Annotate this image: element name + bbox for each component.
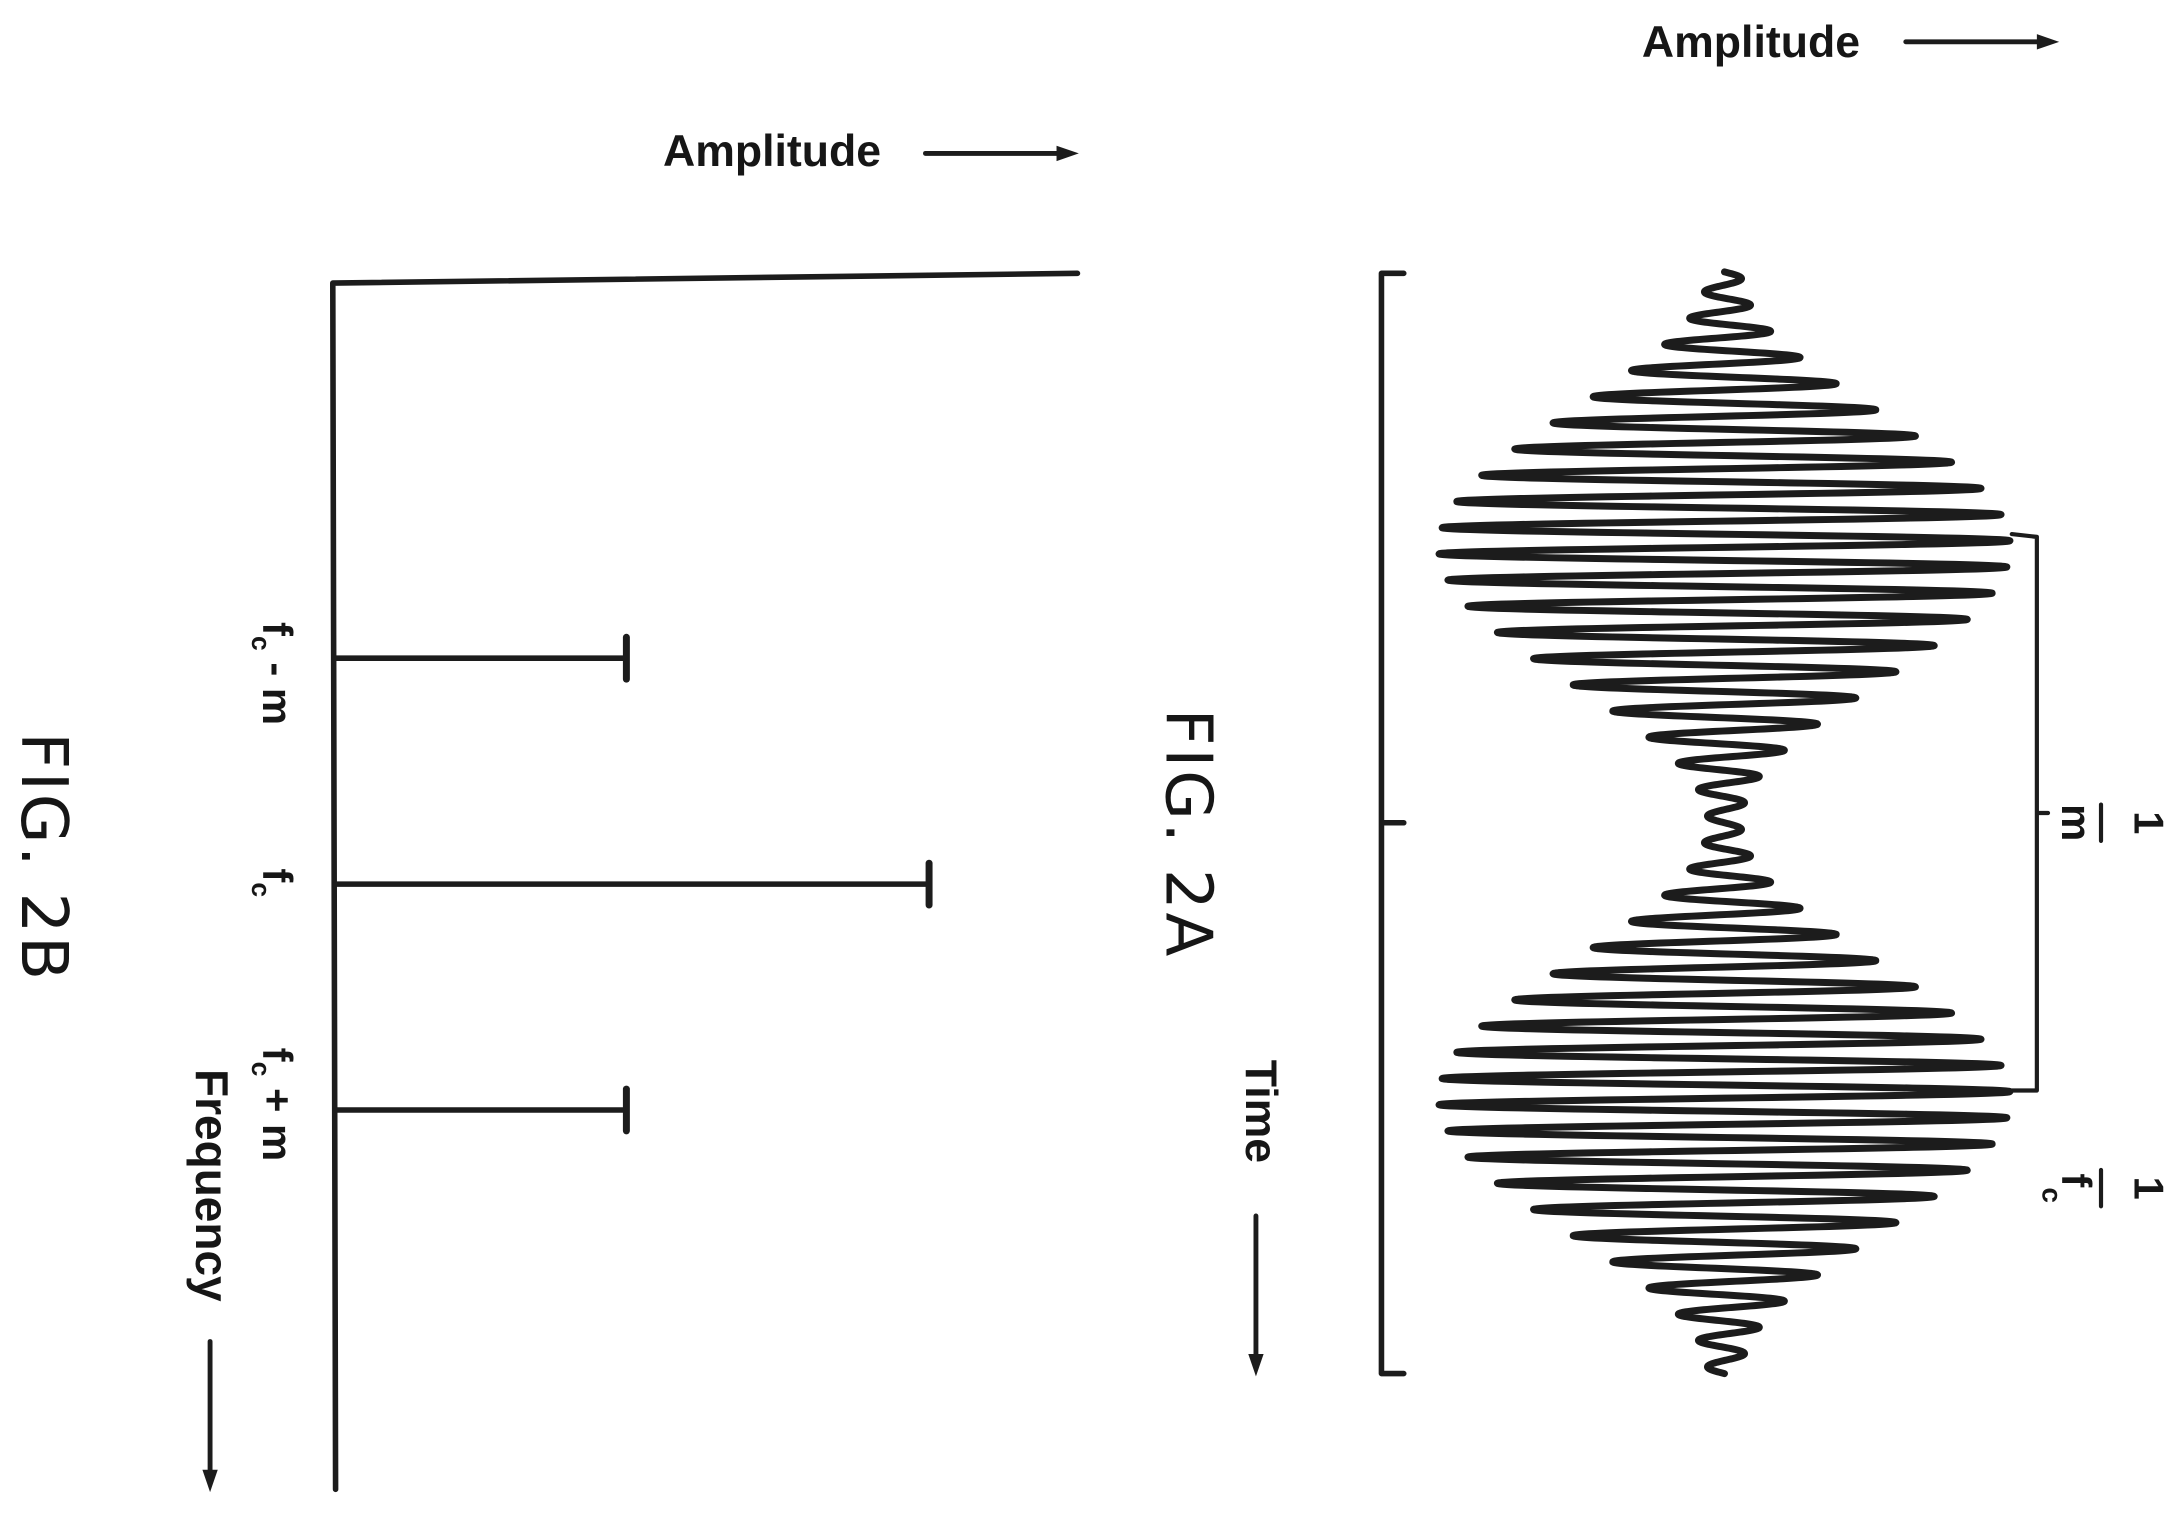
fig2a-waveform — [1435, 268, 2014, 1378]
am-waveform-line — [1435, 268, 2014, 1378]
fraction-numerator: 1 — [2125, 1176, 2172, 1199]
fig2b-axes — [330, 270, 1081, 1493]
fig2a-caption: FIG. 2A — [1151, 709, 1226, 959]
fig2b-frequency-arrow-icon — [202, 1339, 218, 1493]
fig2b-amplitude-label: Amplitude — [663, 127, 881, 176]
fraction-denominator-base: f — [2053, 1173, 2100, 1188]
figure-2a: Amplitude 1 m 1 fc Time FIG. — [1151, 18, 2172, 1378]
fraction-denominator-subscript: c — [2036, 1187, 2067, 1203]
fraction-denominator: fc — [2036, 1173, 2100, 1202]
fig2a-amplitude-label: Amplitude — [1642, 18, 1860, 67]
fig2a-time-arrow-icon — [1248, 1213, 1264, 1377]
fig2b-caption: FIG. 2B — [6, 732, 81, 983]
fig2a-carrier-period-label: 1 fc — [2036, 1167, 2172, 1209]
fig2b-category-label: fc + m — [246, 1048, 301, 1162]
fig2a-time-label: Time — [1236, 1060, 1285, 1163]
fig2a-modulation-period-label: 1 m — [2053, 802, 2172, 843]
fig2b-spectral-lines — [332, 633, 933, 1135]
fig2b-category-label: fc — [246, 868, 301, 897]
fig2a-amplitude-arrow-icon — [1903, 34, 2060, 50]
fig2b-category-label: fc - m — [246, 622, 301, 725]
fraction-numerator: 1 — [2125, 811, 2172, 834]
figure-2b: Amplitude fc - m fc fc + m Frequency FIG… — [6, 127, 1081, 1493]
fig2a-time-bracket — [1378, 270, 1407, 1377]
fig2b-amplitude-arrow-icon — [923, 145, 1079, 162]
fig2a-modulation-period-bracket — [2009, 532, 2051, 1093]
fraction-denominator: m — [2053, 804, 2100, 841]
fig2b-frequency-label: Frequency — [186, 1069, 238, 1302]
